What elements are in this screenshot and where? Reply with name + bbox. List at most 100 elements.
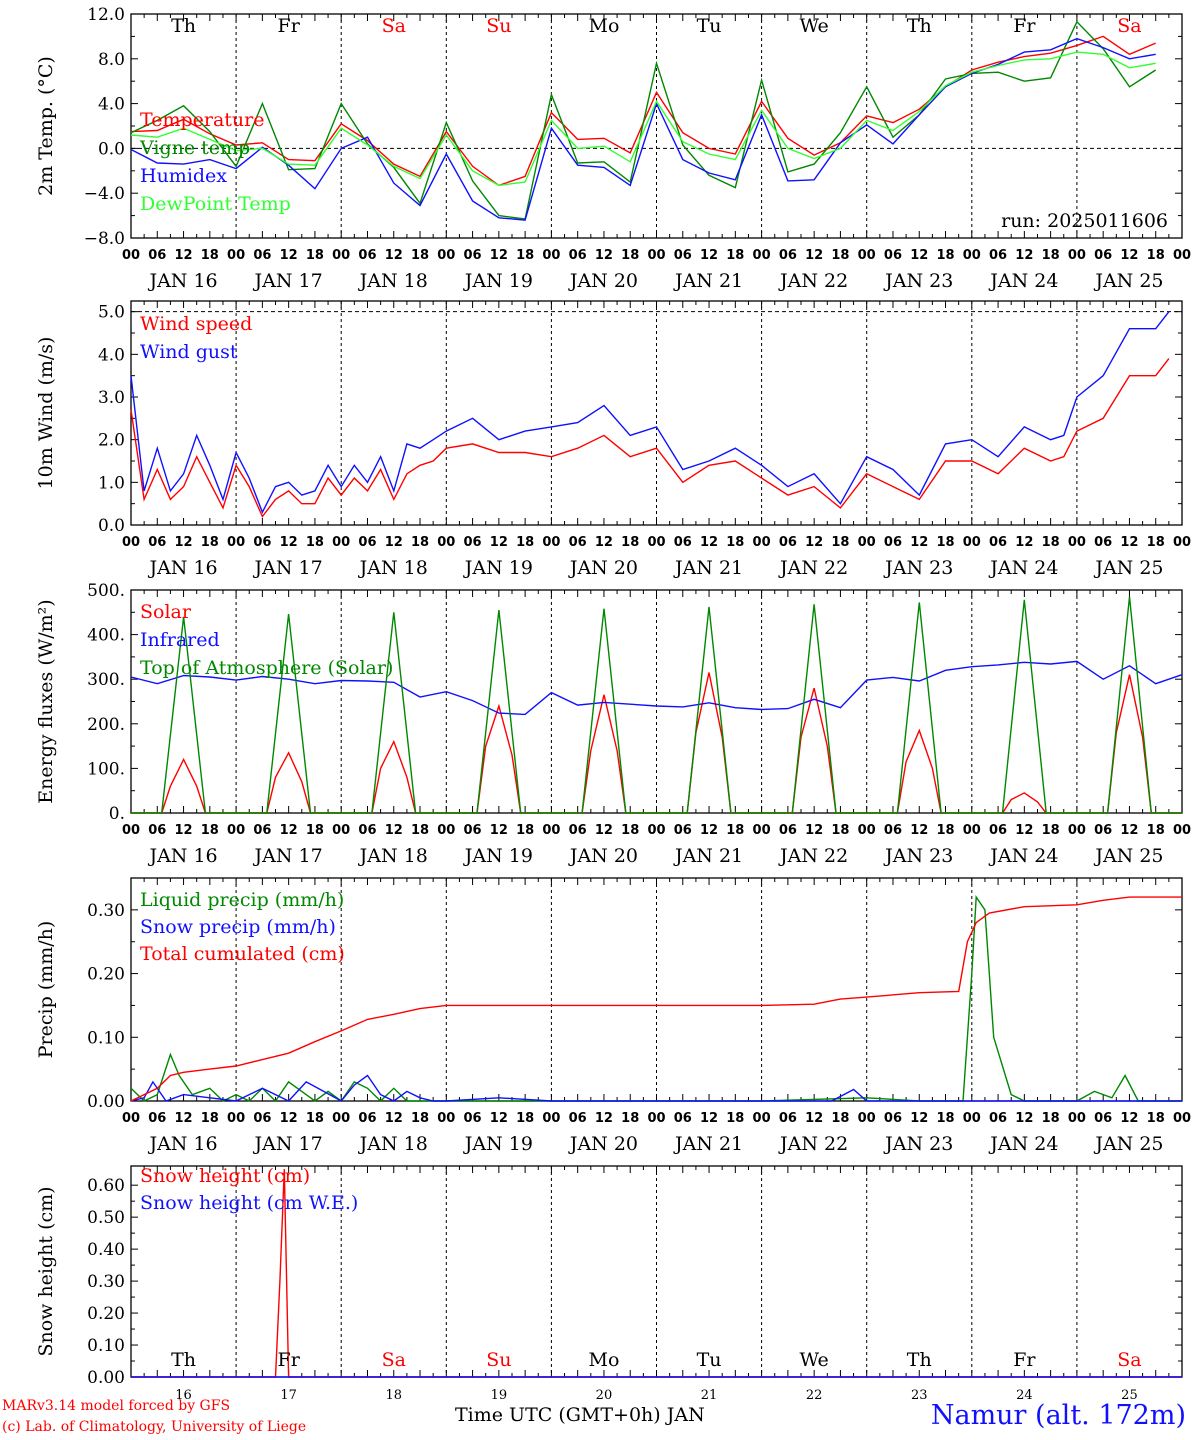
hour-tick-label: 12 xyxy=(700,248,718,263)
y-axis-title: Snow height (cm) xyxy=(35,1186,57,1356)
hour-tick-label: 18 xyxy=(201,248,219,263)
y-tick-label: 0.20 xyxy=(87,965,125,985)
hour-tick-label: 12 xyxy=(175,1111,193,1126)
hour-tick-label: 12 xyxy=(1120,1111,1138,1126)
hour-tick-label: 06 xyxy=(569,535,587,550)
hour-tick-label: 18 xyxy=(516,1111,534,1126)
hour-tick-label: 06 xyxy=(569,248,587,263)
hour-tick-label: 00 xyxy=(963,535,981,550)
y-tick-label: 4.0 xyxy=(98,95,125,115)
hour-tick-label: 00 xyxy=(963,248,981,263)
y-tick-label: 400. xyxy=(87,626,125,646)
hour-tick-label: 12 xyxy=(280,1111,298,1126)
hour-tick-label: 12 xyxy=(1120,535,1138,550)
y-tick-label: 0.30 xyxy=(87,901,125,921)
day-number-label: 17 xyxy=(280,1388,297,1403)
model-credit: MARv3.14 model forced by GFS xyxy=(2,1398,231,1414)
date-label: JAN 19 xyxy=(463,1133,533,1155)
series-line xyxy=(130,660,1183,716)
date-label: JAN 17 xyxy=(253,845,323,867)
y-tick-label: 0.50 xyxy=(87,1208,125,1228)
y-tick-label: −4.0 xyxy=(84,184,125,204)
hour-tick-label: 00 xyxy=(753,823,771,838)
hour-tick-label: 06 xyxy=(569,823,587,838)
hour-tick-label: 18 xyxy=(1147,1111,1165,1126)
hour-tick-label: 18 xyxy=(411,823,429,838)
hour-tick-label: 00 xyxy=(963,823,981,838)
day-number-label: 23 xyxy=(911,1388,928,1403)
legend-entry: Top of Atmosphere (Solar) xyxy=(140,657,393,679)
hour-tick-label: 12 xyxy=(385,1111,403,1126)
date-label: JAN 22 xyxy=(778,270,848,292)
hour-tick-label: 18 xyxy=(1147,535,1165,550)
date-label: JAN 17 xyxy=(253,1133,323,1155)
weekday-label: Fr xyxy=(278,1349,301,1371)
series-line xyxy=(130,311,1170,514)
hour-tick-label: 18 xyxy=(201,1111,219,1126)
hour-tick-label: 06 xyxy=(253,248,271,263)
hour-tick-label: 06 xyxy=(989,535,1007,550)
panel-1: 12.0 8.0 4.0 0.0 −4.0 −8.0 2m Temp. (°C) 00 06 12… xyxy=(35,5,1191,292)
hour-tick-label: 00 xyxy=(647,248,665,263)
panel-3: 500. 400. 300. 200. 100. 0. Energy fluxes (W/m… xyxy=(35,581,1191,867)
hour-tick-label: 18 xyxy=(621,535,639,550)
y-axis-title: Precip (mm/h) xyxy=(35,921,57,1059)
y-axis-title: 10m Wind (m/s) xyxy=(35,337,57,490)
hour-tick-label: 00 xyxy=(753,535,771,550)
weekday-label: Th xyxy=(907,1349,932,1371)
hour-tick-label: 06 xyxy=(779,823,797,838)
date-label: JAN 20 xyxy=(568,1133,638,1155)
station-name: Namur (alt. 172m) xyxy=(930,1400,1186,1431)
y-tick-label: 0.60 xyxy=(87,1176,125,1196)
hour-tick-label: 00 xyxy=(1068,823,1086,838)
date-label: JAN 22 xyxy=(778,1133,848,1155)
hour-tick-label: 00 xyxy=(332,1111,350,1126)
hour-tick-label: 00 xyxy=(753,248,771,263)
hour-tick-label: 06 xyxy=(148,248,166,263)
hour-tick-label: 12 xyxy=(385,823,403,838)
series-line xyxy=(130,895,1182,1103)
hour-tick-label: 12 xyxy=(280,535,298,550)
date-label: JAN 22 xyxy=(778,557,848,579)
legend-entry: Wind speed xyxy=(140,313,252,335)
weekday-label: Fr xyxy=(278,15,301,37)
hour-tick-label: 18 xyxy=(726,535,744,550)
date-label: JAN 18 xyxy=(358,845,428,867)
hour-tick-label: 18 xyxy=(1042,535,1060,550)
hour-tick-label: 12 xyxy=(175,248,193,263)
weekday-label: We xyxy=(800,1349,829,1371)
series-line xyxy=(130,358,1170,518)
hour-tick-label: 18 xyxy=(936,823,954,838)
date-label: JAN 21 xyxy=(673,270,743,292)
hour-tick-label: 06 xyxy=(1094,535,1112,550)
hour-tick-label: 00 xyxy=(647,823,665,838)
hour-tick-label: 00 xyxy=(227,1111,245,1126)
hour-tick-label: 12 xyxy=(490,1111,508,1126)
hour-tick-label: 06 xyxy=(989,823,1007,838)
hour-tick-label: 06 xyxy=(253,823,271,838)
hour-tick-label: 12 xyxy=(805,823,823,838)
hour-tick-label: 12 xyxy=(175,823,193,838)
hour-tick-label: 12 xyxy=(385,535,403,550)
hour-tick-label: 18 xyxy=(306,823,324,838)
hour-tick-label: 00 xyxy=(858,535,876,550)
date-label: JAN 17 xyxy=(253,557,323,579)
hour-tick-label: 06 xyxy=(148,823,166,838)
weekday-label: Sa xyxy=(1117,1349,1141,1371)
date-label: JAN 16 xyxy=(147,557,217,579)
legend-entry: Humidex xyxy=(140,165,227,187)
hour-tick-label: 12 xyxy=(1015,248,1033,263)
date-label: JAN 23 xyxy=(883,270,953,292)
hour-tick-label: 12 xyxy=(910,1111,928,1126)
y-tick-label: 0. xyxy=(109,804,125,824)
weekday-label: Su xyxy=(486,15,511,37)
date-label: JAN 20 xyxy=(568,845,638,867)
y-tick-label: 2.0 xyxy=(98,431,125,451)
y-tick-label: 0.0 xyxy=(98,139,125,159)
hour-tick-label: 18 xyxy=(621,823,639,838)
hour-tick-label: 12 xyxy=(805,1111,823,1126)
hour-tick-label: 18 xyxy=(831,248,849,263)
date-label: JAN 22 xyxy=(778,845,848,867)
weekday-label: Tu xyxy=(697,1349,722,1371)
date-label: JAN 20 xyxy=(568,557,638,579)
